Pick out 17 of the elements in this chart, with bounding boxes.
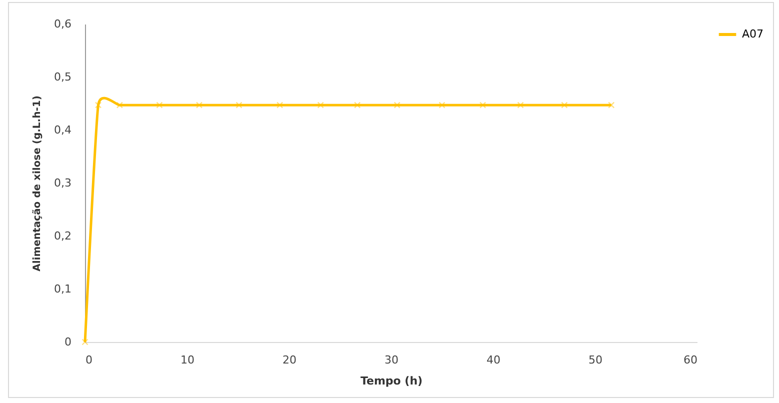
x-tick-label: 0 bbox=[86, 354, 92, 366]
x-tick-label: 30 bbox=[384, 354, 398, 366]
y-tick-label: 0,6 bbox=[54, 18, 72, 30]
y-tick-label: 0,4 bbox=[54, 124, 72, 136]
x-axis-title: Tempo (h) bbox=[360, 374, 423, 388]
x-tick-label: 40 bbox=[486, 354, 500, 366]
y-tick-label: 0 bbox=[64, 336, 72, 348]
x-tick-label: 20 bbox=[282, 354, 296, 366]
y-axis-title: Alimentação de xilose (g.L.h-1) bbox=[32, 96, 44, 272]
y-tick-label: 0,2 bbox=[54, 230, 72, 242]
x-tick-label: 60 bbox=[684, 354, 698, 366]
y-tick-label: 0,5 bbox=[54, 70, 72, 84]
legend-label: A07 bbox=[742, 28, 764, 40]
y-tick-label: 0,3 bbox=[54, 176, 72, 190]
x-tick-label: 50 bbox=[588, 354, 602, 366]
x-tick-label: 10 bbox=[180, 354, 194, 366]
y-tick-label: 0,1 bbox=[54, 282, 72, 296]
